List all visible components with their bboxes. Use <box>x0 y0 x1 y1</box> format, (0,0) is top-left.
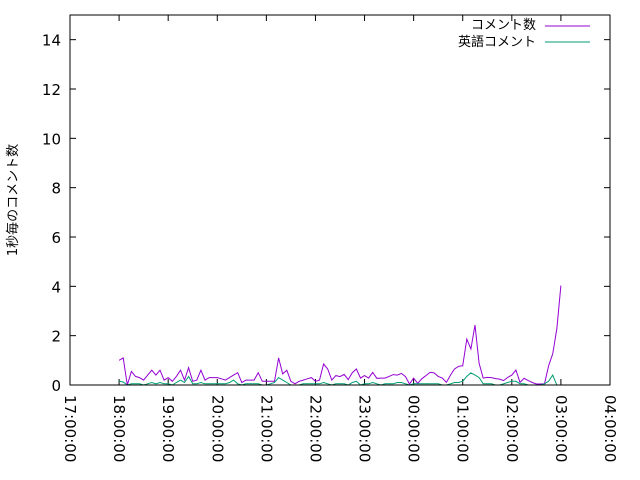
y-tick-label: 14 <box>42 32 61 50</box>
plot-border <box>69 14 611 386</box>
x-tick-label: 21:00:00 <box>257 395 275 462</box>
x-tick-label: 03:00:00 <box>552 395 570 462</box>
x-tick-label: 22:00:00 <box>306 395 324 462</box>
series-line-0 <box>118 285 562 386</box>
legend-label-comments: コメント数 <box>471 18 536 33</box>
y-tick-label: 2 <box>51 328 61 346</box>
axis-ticks: 17:00:00 18:00:00 19:00:00 20:00:00 21:00:00… <box>42 15 619 462</box>
x-tick-label: 00:00:00 <box>405 395 423 462</box>
x-tick-label: 01:00:00 <box>454 395 472 462</box>
x-tick-label: 23:00:00 <box>356 395 374 462</box>
series-line-1 <box>119 372 561 386</box>
legend: コメント数 英語コメント <box>458 18 590 50</box>
series-lines <box>118 285 562 386</box>
legend-label-english-comments: 英語コメント <box>458 34 536 50</box>
y-tick-label: 4 <box>51 278 61 296</box>
x-tick-label: 17:00:00 <box>61 395 79 462</box>
y-tick-label: 12 <box>42 81 61 99</box>
x-tick-label: 19:00:00 <box>159 395 177 462</box>
x-tick-label: 04:00:00 <box>601 395 619 462</box>
y-tick-label: 10 <box>42 130 61 148</box>
y-tick-label: 0 <box>51 377 61 395</box>
y-axis-label: 1秒毎のコメント数 <box>5 144 21 256</box>
y-tick-label: 8 <box>51 180 61 198</box>
y-tick-label: 6 <box>51 229 61 247</box>
x-tick-label: 02:00:00 <box>503 395 521 462</box>
x-tick-label: 18:00:00 <box>110 395 128 462</box>
x-tick-label: 20:00:00 <box>208 395 226 462</box>
